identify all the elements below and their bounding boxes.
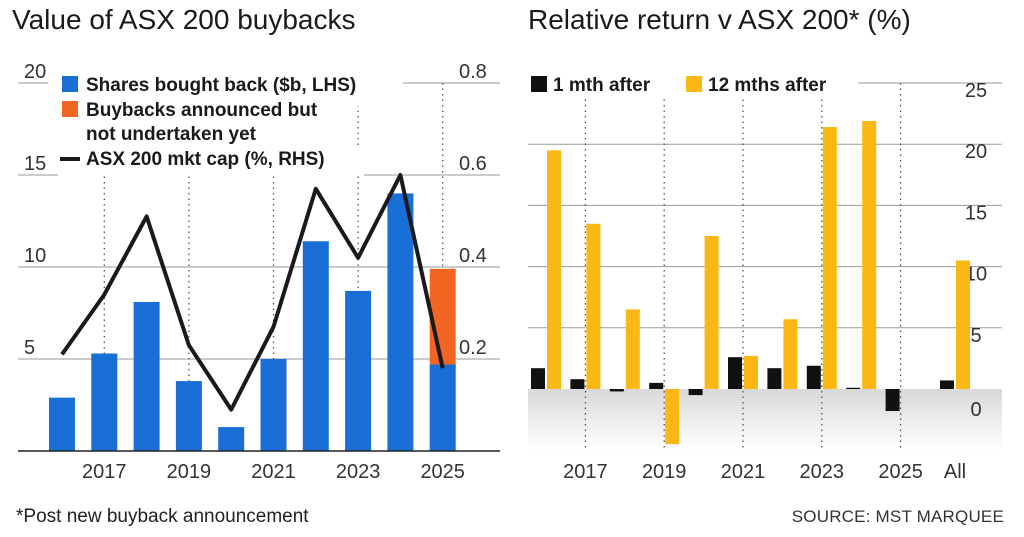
legend-background [58,148,364,176]
line-asx200-mkt-cap [60,173,445,412]
x-tick-label: 2025 [878,461,923,483]
x-tick-label: 2023 [800,461,845,483]
y-tick-label: 0 [970,399,981,421]
right-y-tick-label: 0.6 [459,153,487,175]
source-credit: SOURCE: MST MARQUEE [791,507,1004,526]
x-tick-label: 2025 [420,461,465,483]
bar-12-mths-after-2023 [822,127,837,390]
bar-shares-bought-back-2017 [91,353,118,451]
bar-shares-bought-back-2022 [302,241,329,451]
bar-shares-bought-back-2020 [218,427,245,451]
bar-1-mth-after-2018 [609,389,624,392]
bar-shares-bought-back-2019 [175,381,202,451]
bar-12-mths-after-2022 [783,319,798,389]
left-y-tick-label: 10 [24,245,46,267]
bar-shares-bought-back-2016 [49,397,75,451]
left-y-tick-label: 5 [24,337,35,359]
y-tick-label: 25 [965,80,987,102]
legend-label-shares-bought-back: Shares bought back ($b, LHS) [86,75,356,96]
legend-background [58,74,403,106]
bar-shares-bought-back-2024 [387,193,414,451]
legend-swatch-12-mths-after [686,76,702,92]
bar-12-mths-after-2024 [862,120,877,389]
bar-1-mth-after-2020 [688,389,703,396]
left-y-tick-label: 15 [24,153,46,175]
x-tick-label: 2023 [336,461,381,483]
bar-1-mth-after-2022 [767,368,782,389]
bar-shares-bought-back-2025 [429,364,456,451]
x-tick-label: 2021 [251,461,296,483]
negative-region-shading [528,389,1002,451]
bar-shares-bought-back-2021 [260,359,287,451]
bar-12-mths-after-2016 [547,150,561,389]
legend-label-12-mths-after: 12 mths after [708,75,827,96]
bar-12-mths-after-All [956,260,970,389]
y-tick-label: 15 [965,202,987,224]
bar-announced-not-undertaken-2025 [429,268,456,365]
bar-1-mth-after-2021 [728,357,742,389]
right-y-tick-label: 0.4 [459,245,487,267]
bar-1-mth-after-All [940,380,954,389]
y-tick-label: 20 [965,141,987,163]
bar-12-mths-after-2019 [665,389,680,445]
legend-label-1-mth-after: 1 mth after [553,75,651,96]
bar-1-mth-after-2016 [531,368,545,389]
legend-label-mkt-cap: ASX 200 mkt cap (%, RHS) [86,149,325,170]
x-tick-label: 2019 [642,461,687,483]
left-y-tick-label: 20 [24,61,46,83]
bar-1-mth-after-2023 [806,365,821,389]
bar-12-mths-after-2017 [586,223,601,389]
x-tick-label: 2017 [82,461,127,483]
legend-swatch-shares-bought-back [62,76,78,92]
y-tick-label: 5 [970,325,981,347]
legend-swatch-1-mth-after [531,76,547,92]
bar-1-mth-after-2019 [649,382,664,389]
right-chart-title: Relative return v ASX 200* (%) [528,4,911,35]
right-y-tick-label: 0.2 [459,337,487,359]
x-tick-label: 2019 [167,461,212,483]
footnote: *Post new buyback announcement [16,506,309,527]
legend-swatch-announced-not-undertaken [62,101,78,117]
bar-shares-bought-back-2018 [133,301,160,451]
legend-label-announced-not-undertaken: Buybacks announced but [86,100,318,121]
bar-1-mth-after-2017 [570,379,585,389]
x-tick-label: 2021 [721,461,766,483]
bar-1-mth-after-2025 [885,389,900,412]
left-chart-title: Value of ASX 200 buybacks [12,4,356,35]
x-tick-label: 2017 [563,461,608,483]
right-y-tick-label: 0.8 [459,61,487,83]
bar-shares-bought-back-2023 [345,290,372,451]
bar-12-mths-after-2021 [744,355,758,389]
bar-12-mths-after-2018 [625,309,640,389]
bar-1-mth-after-2024 [846,387,861,389]
x-tick-label: All [944,461,966,483]
bar-12-mths-after-2020 [704,236,719,389]
legend-label-announced-not-undertaken-line2: not undertaken yet [86,124,257,145]
y-tick-label: 10 [965,264,987,286]
